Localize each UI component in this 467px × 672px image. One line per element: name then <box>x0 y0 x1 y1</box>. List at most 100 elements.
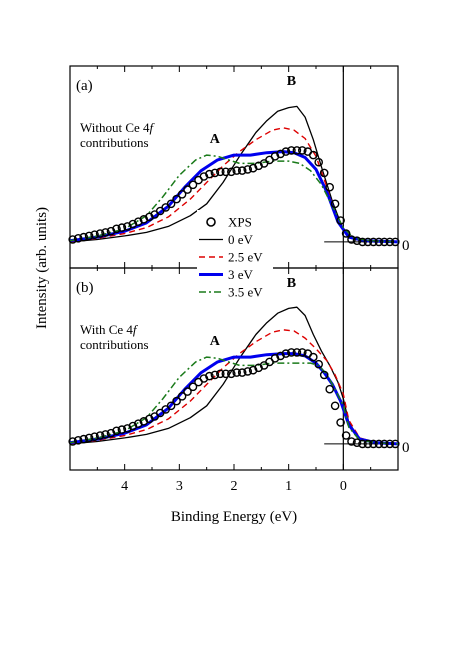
xps-point-b <box>117 425 127 434</box>
xps-point-b <box>292 348 302 357</box>
xps-point-a <box>292 146 302 155</box>
xps-point-a <box>79 232 88 242</box>
x-tick-label: 1 <box>285 479 292 494</box>
xps-point-a <box>270 151 280 161</box>
xps-point-b <box>308 352 318 362</box>
xps-point-b <box>281 349 291 358</box>
xps-point-b <box>139 416 149 426</box>
panel-a-label: (a) <box>76 78 93 94</box>
xps-point-a <box>363 237 373 247</box>
xps-point-b <box>133 419 143 429</box>
xps-point-a <box>325 182 335 192</box>
xps-point-a <box>385 237 395 247</box>
series-2_5-eV-line-b <box>69 329 399 445</box>
xps-point-b <box>183 387 192 396</box>
xps-point-a <box>112 224 121 234</box>
panel-a: AB <box>68 74 400 247</box>
xps-point-a <box>205 169 214 179</box>
xps-point-a <box>199 172 209 181</box>
panel-b-zero-label: 0 <box>402 440 410 456</box>
xps-point-b <box>226 369 236 379</box>
xps-point-a <box>319 168 329 178</box>
panel-a-annotation-line1: Without Ce 4f <box>80 120 156 135</box>
xps-point-b <box>95 431 105 440</box>
legend-label: 0 eV <box>228 232 254 247</box>
x-axis-label: Binding Energy (eV) <box>171 509 297 525</box>
xps-point-b <box>390 439 400 449</box>
xps-point-a <box>330 199 340 209</box>
peak-label-a-a: A <box>210 132 221 147</box>
xps-point-a <box>341 229 351 238</box>
legend-label: XPS <box>228 215 252 230</box>
xps-point-b <box>254 363 263 373</box>
xps-point-a <box>237 166 247 175</box>
xps-point-a <box>243 165 252 174</box>
panel-a-annotation-line2: contributions <box>80 135 149 150</box>
series-0-eV-line-b <box>69 306 399 445</box>
xps-point-a <box>297 146 307 155</box>
series-2_5-eV-line-a <box>69 127 399 243</box>
xps-point-b <box>166 401 176 411</box>
xps-point-a <box>347 235 356 244</box>
peak-label-a-b: A <box>210 334 221 349</box>
panel-b-annotation-line1: With Ce 4f <box>80 322 139 337</box>
xps-point-a <box>84 231 94 241</box>
xps-point-a <box>221 167 231 177</box>
legend-marker-xps <box>206 217 216 227</box>
xps-point-b <box>128 421 138 431</box>
xps-point-a <box>128 219 138 229</box>
series-3_5-eV-line-b <box>69 356 399 445</box>
xps-point-a <box>133 217 143 226</box>
xps-point-b <box>363 439 373 449</box>
xps-point-a <box>95 229 105 238</box>
xps-point-b <box>385 439 395 449</box>
xps-point-b <box>330 401 340 411</box>
series-0-eV-line-a <box>69 105 398 243</box>
xps-point-b <box>123 424 132 433</box>
xps-point-b <box>232 368 241 377</box>
xps-point-a <box>172 194 181 204</box>
legend-label: 3.5 eV <box>228 285 263 300</box>
xps-point-b <box>297 348 307 357</box>
x-tick-label: 0 <box>340 479 347 494</box>
x-tick-label: 4 <box>121 479 128 494</box>
xps-point-a <box>374 237 384 247</box>
xps-point-a <box>352 236 362 245</box>
xps-point-a <box>336 216 345 225</box>
xps-point-b <box>188 382 198 392</box>
xps-point-b <box>79 434 88 444</box>
xps-point-a <box>281 147 291 156</box>
y-axis-label: Intensity (arb. units) <box>34 207 50 329</box>
xps-point-b <box>347 437 356 446</box>
xps-point-a <box>183 185 192 194</box>
xps-point-a <box>248 163 258 173</box>
legend-label: 2.5 eV <box>228 250 263 265</box>
xps-point-a <box>390 237 400 247</box>
xps-point-b <box>341 431 351 440</box>
x-tick-label: 3 <box>176 479 183 494</box>
xps-point-b <box>215 369 225 379</box>
xps-point-a <box>226 167 236 177</box>
series-3_5-eV-line-a <box>69 154 399 243</box>
xps-point-b <box>336 418 345 427</box>
xps-point-a <box>139 214 149 224</box>
xps-point-a <box>123 222 132 231</box>
peak-label-b-b: B <box>287 276 296 291</box>
xps-point-a <box>188 180 198 190</box>
xps-point-a <box>254 161 263 171</box>
xps-point-b <box>177 391 187 401</box>
panel-a-zero-label: 0 <box>402 238 410 254</box>
xps-point-b <box>68 437 77 446</box>
xps-point-b <box>221 369 231 379</box>
x-tick-label: 2 <box>231 479 238 494</box>
xps-point-b <box>90 432 99 442</box>
xps-point-b <box>319 370 329 380</box>
xps-point-a <box>166 199 176 209</box>
x-tick-labels: 4 3 2 1 0 <box>121 479 347 494</box>
xps-point-b <box>112 426 121 436</box>
xps-point-b <box>248 365 258 375</box>
panel-b-label: (b) <box>76 280 94 296</box>
xps-point-a <box>144 212 154 222</box>
xps-point-a <box>101 228 110 237</box>
xps-point-a <box>358 237 367 247</box>
